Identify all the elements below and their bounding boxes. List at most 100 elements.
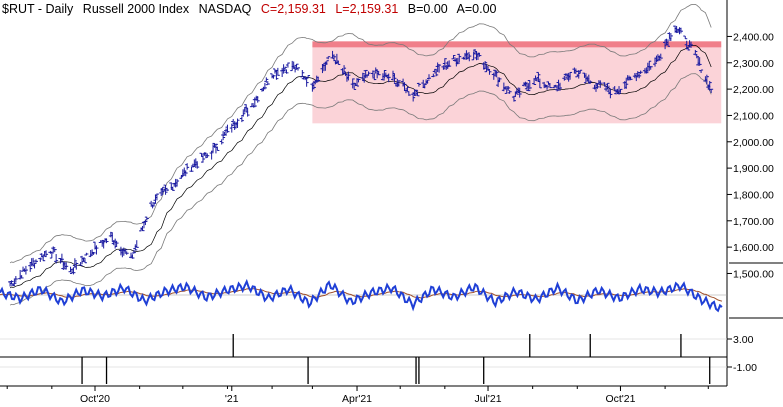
price-bar [396,80,401,87]
price-bar [78,262,83,266]
y-tick-label: 1,700.00 [733,216,774,228]
price-bar [164,187,169,191]
price-bar [131,249,136,254]
bid-value: B=0.00 [407,2,448,16]
price-bar [189,166,194,172]
price-bar [133,244,138,251]
price-bar [209,151,214,160]
price-bar [170,186,175,191]
price-bar [494,70,499,78]
price-bar [91,252,96,255]
price-bar [517,87,522,98]
price-bar [44,250,49,257]
price-bar [104,238,109,244]
price-bar [346,71,351,81]
x-tick-label: Oct'20 [80,393,110,405]
oscillator-panel [0,278,727,313]
price-bar [414,89,419,96]
upper-band [9,3,712,264]
price-axis: 2,400.00 2,300.00 2,200.00 2,100.00 2,000.00… [726,0,783,386]
exchange-label: NASDAQ [198,2,252,16]
price-bar [562,75,567,81]
price-bar [306,75,311,79]
price-bar [235,118,240,128]
price-bar [271,74,276,79]
price-bar [284,69,289,74]
y-tick-label: 1,500.00 [733,268,774,280]
ohlc-bars [8,25,714,287]
price-bar [356,78,361,83]
price-bar [41,255,46,262]
price-bar [545,85,550,90]
price-bar [12,279,17,285]
price-bar [648,65,653,70]
price-bar [425,79,430,84]
price-bar [403,89,408,94]
price-bar [370,70,375,78]
price-bar [608,88,613,99]
event-panel: 3.00 -1.00 [0,334,757,384]
price-bar [697,57,702,66]
price-bar [285,62,290,68]
price-bar [432,68,437,73]
x-tick-label: Apr'21 [342,393,372,405]
osc-line [0,278,723,313]
price-bar [140,225,145,232]
price-bar [183,170,188,177]
price-bar [241,110,246,117]
price-bar [568,71,573,80]
price-bar [406,91,411,96]
price-bar [602,82,607,87]
price-bar [23,265,28,275]
price-bar [255,96,260,103]
price-bar [497,77,502,83]
price-bar [205,153,210,158]
price-bar [144,216,149,221]
price-bar [709,88,714,93]
price-bar [427,74,432,79]
price-bar [507,90,512,94]
resistance-line [312,41,722,48]
price-bar [451,55,456,60]
price-bar [215,146,220,151]
price-bar [154,193,159,201]
price-bar [402,82,407,91]
close-value: C=2,159.31 [260,2,326,16]
price-bar [678,27,683,34]
price-bar [665,39,670,47]
price-bar [360,72,365,81]
price-bar [123,249,128,253]
y-tick-label: 3.00 [733,334,754,346]
price-bar [9,280,14,285]
y-tick-label: 2,200.00 [733,84,774,96]
price-bar [547,83,552,89]
price-bar [618,88,623,93]
price-bar [54,254,59,264]
price-bar [588,80,593,84]
price-bar [59,253,64,263]
price-bar [605,82,610,89]
price-bar [124,251,129,255]
price-bar [134,240,139,248]
price-bar [699,69,704,73]
price-bar [657,55,662,61]
price-bar [342,65,347,75]
price-bar [363,69,368,79]
price-bar [32,262,37,269]
x-tick-label: Oct'21 [605,393,635,405]
price-bar [219,139,224,145]
price-bar [293,66,298,73]
price-bar [653,57,658,67]
price-bar [33,259,38,263]
index-name: Russell 2000 Index [82,2,190,16]
price-bar [457,53,462,63]
y-tick-label: 2,300.00 [733,58,774,70]
price-bar [275,67,280,76]
lower-band [9,73,712,306]
price-bar [447,60,452,67]
price-bar [28,262,33,272]
price-bar [71,267,76,275]
price-bar [431,73,436,78]
price-bar [392,73,397,83]
